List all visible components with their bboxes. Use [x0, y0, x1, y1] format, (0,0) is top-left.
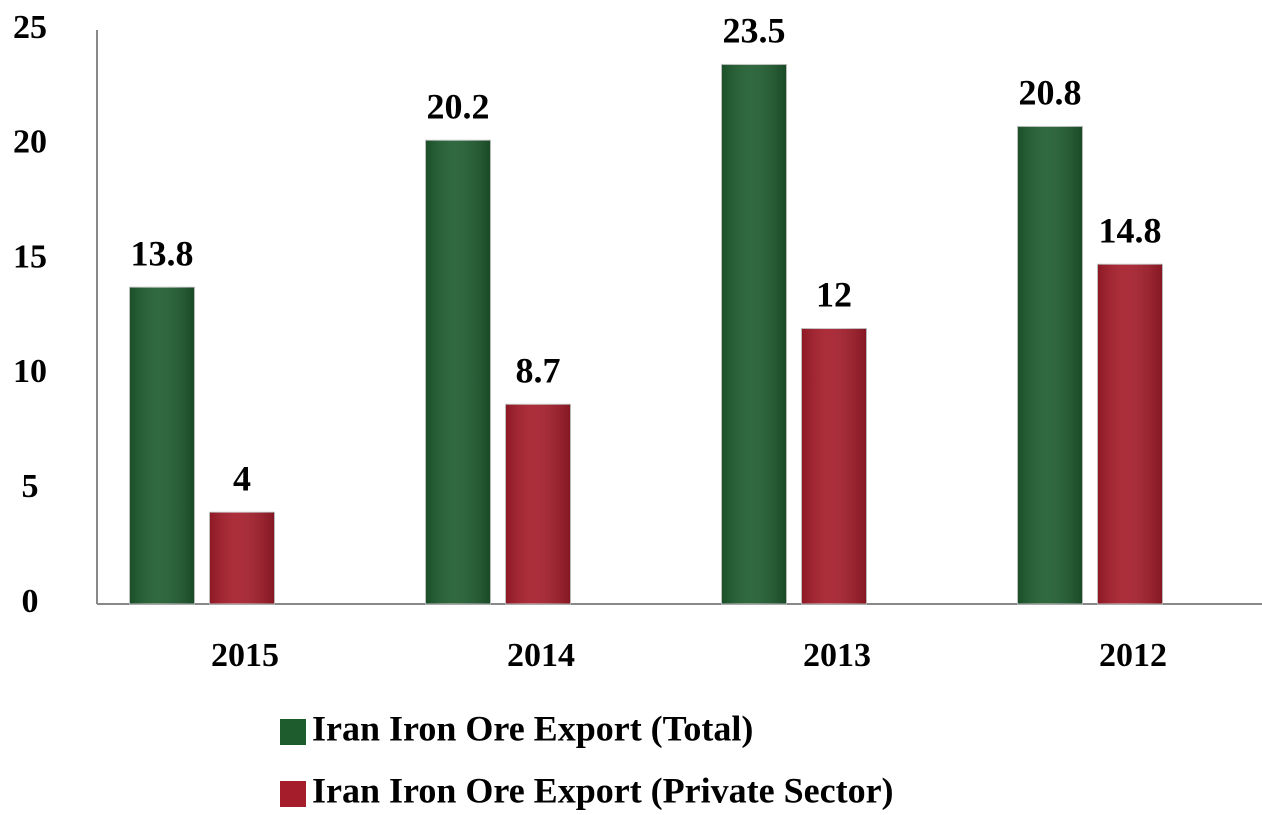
legend-label: Iran Iron Ore Export (Private Sector) [312, 770, 894, 810]
x-tick-label: 2013 [803, 637, 871, 674]
value-label: 23.5 [723, 11, 786, 51]
value-label: 20.2 [427, 86, 490, 126]
y-tick-label: 20 [13, 124, 47, 161]
bar [1017, 125, 1083, 605]
value-label: 8.7 [516, 351, 561, 391]
y-tick-label: 25 [13, 9, 47, 46]
legend-label: Iran Iron Ore Export (Total) [312, 708, 753, 748]
x-tick-label: 2012 [1099, 637, 1167, 674]
value-label: 13.8 [131, 233, 194, 273]
value-label: 12 [816, 275, 852, 315]
x-tick-label: 2014 [507, 637, 575, 674]
x-tick-label: 2015 [211, 637, 279, 674]
value-label: 20.8 [1019, 73, 1082, 113]
bar [1097, 263, 1163, 605]
legend-swatch [280, 781, 306, 807]
bar [801, 327, 867, 605]
legend-swatch [280, 719, 306, 745]
bar [425, 139, 491, 605]
value-label: 14.8 [1099, 210, 1162, 250]
y-tick-label: 0 [22, 583, 39, 620]
bar [505, 403, 571, 605]
bar [209, 511, 275, 605]
value-label: 4 [233, 458, 251, 498]
bar [721, 63, 787, 605]
y-tick-label: 5 [22, 468, 39, 505]
y-tick-label: 10 [13, 353, 47, 390]
bar [129, 286, 195, 605]
y-tick-label: 15 [13, 238, 47, 275]
